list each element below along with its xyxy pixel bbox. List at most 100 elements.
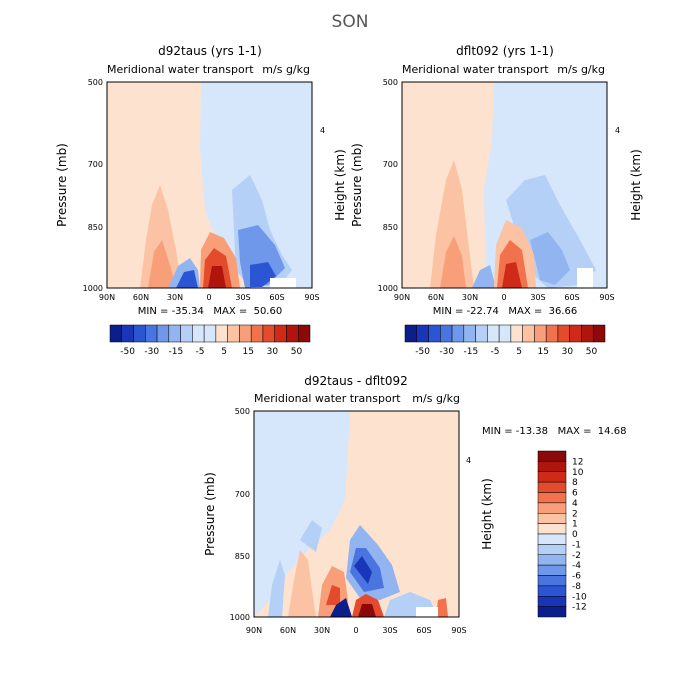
cb1-label: 30: [267, 347, 279, 357]
panel-2-ytick: 500: [383, 78, 398, 87]
cb2-swatch: [487, 324, 500, 343]
panel-1-orange-plume-inner: [148, 240, 176, 288]
panel-3-field: [254, 411, 459, 617]
panel-3-xtick: 30S: [382, 626, 397, 635]
cb2-swatch: [592, 324, 606, 343]
cb2-label: 30: [562, 347, 574, 357]
panel-2-xtick: 90N: [394, 293, 410, 302]
cb2-label: 50: [586, 347, 598, 357]
panel-1-red-lobe-core: [208, 266, 226, 288]
cb1-swatch: [133, 324, 146, 343]
cb1-swatch: [203, 324, 217, 343]
panel-2-xtick: 90S: [599, 293, 614, 302]
panel-1-ylabel: Pressure (mb): [55, 143, 69, 227]
panel-3-colorbar-label: 6: [572, 489, 578, 499]
panel-1-xtick: 30N: [167, 293, 183, 302]
panel-2-orange-plume-inner: [440, 236, 466, 288]
cb1-swatch: [239, 324, 252, 343]
panel-1-xtick: 0: [206, 293, 211, 302]
panel-3-ytick: 700: [235, 490, 250, 499]
panel-1-y2tick: 4: [320, 126, 325, 135]
panel-3-colorbar-swatch: [537, 481, 567, 493]
cb1-label: 5: [221, 347, 227, 357]
panel-3-title: d92taus - dflt092: [304, 374, 408, 388]
panel-1-frame: [106, 81, 313, 289]
panel-3-stats: MIN = -13.38 MAX = 14.68: [482, 426, 626, 437]
panel-1-ytick: 500: [88, 78, 103, 87]
panel-1-ytick: 850: [88, 223, 103, 232]
cb1-swatch: [121, 324, 134, 343]
cb2-swatch: [522, 324, 535, 343]
cb1-swatch: [168, 324, 181, 343]
cb1-label: -15: [169, 347, 184, 357]
cb2-swatch: [428, 324, 441, 343]
panel-2-blue-core: [530, 232, 570, 285]
panel-3-colorbar-swatch: [537, 533, 567, 545]
cb2-swatch: [510, 324, 523, 343]
panel-3-colorbar-swatch: [537, 502, 567, 514]
panel-2-units: m/s g/kg: [557, 63, 605, 76]
panel-2: dflt092 (yrs 1-1) Meridional water trans…: [350, 44, 643, 357]
panel-2-title: dflt092 (yrs 1-1): [456, 44, 554, 58]
panel-3-blue-wisp: [268, 560, 285, 617]
panel-2-xtick: 30S: [530, 293, 545, 302]
panel-1-ytick: 700: [88, 160, 103, 169]
panel-3-colorbar-label: 0: [572, 530, 578, 540]
panel-3-colorbar-swatch: [537, 585, 567, 597]
cb2-swatch: [475, 324, 488, 343]
panel-3-xtick: 30N: [314, 626, 330, 635]
cb2-label: -30: [439, 347, 454, 357]
panel-3-xtick: 60N: [280, 626, 296, 635]
panel-1-xtick: 60N: [133, 293, 149, 302]
cb1-label: 50: [291, 347, 303, 357]
panel-3-orange-plume: [288, 550, 316, 617]
cb2-swatch: [451, 324, 465, 343]
panel-3-ytick: 500: [235, 407, 250, 416]
panel-2-colorbar: -50 -30 -15 -5 5 15 30 50: [404, 324, 606, 357]
cb1-swatch: [286, 324, 299, 343]
cb1-swatch: [156, 324, 170, 343]
panel-1-field: [107, 82, 312, 288]
panel-2-ylabel: Pressure (mb): [350, 143, 364, 227]
cb2-label: -5: [491, 347, 500, 357]
cb2-swatch: [498, 324, 512, 343]
cb2-swatch: [463, 324, 476, 343]
panel-3-colorbar-label: -12: [572, 603, 587, 613]
panel-3-xtick: 90S: [451, 626, 466, 635]
cb1-label: 15: [243, 347, 254, 357]
panel-2-missing-patch: [577, 268, 593, 288]
panel-2-y2label: Height (km): [629, 149, 643, 220]
panel-3-colorbar-label: 1: [572, 520, 578, 530]
panel-3-colorbar-swatch: [537, 564, 567, 576]
panel-2-frame: [401, 81, 608, 289]
panel-3-colorbar-label: -2: [572, 551, 581, 561]
panel-3-colorbar-swatch: [537, 554, 567, 566]
panel-2-eq-blue: [472, 265, 496, 288]
panel-3-colorbar-label: 8: [572, 478, 578, 488]
cb2-swatch: [569, 324, 582, 343]
panel-3-units: m/s g/kg: [412, 392, 460, 405]
cb1-label: -30: [144, 347, 159, 357]
panel-3-colorbar-label: -10: [572, 592, 587, 602]
panel-3-colorbar-swatch: [537, 606, 567, 618]
panel-3-negative-region: [254, 411, 350, 617]
panel-3-colorbar-swatch: [537, 450, 567, 462]
panel-3-colorbar-label: 4: [572, 499, 578, 509]
panel-3-colorbar-label: -4: [572, 561, 581, 571]
panel-3-colorbar-label: -6: [572, 572, 581, 582]
panel-2-xtick: 60N: [428, 293, 444, 302]
panel-1-xtick: 90N: [99, 293, 115, 302]
panel-3-ytick: 850: [235, 552, 250, 561]
panel-3-xtick: 0: [353, 626, 358, 635]
cb2-swatch: [416, 324, 429, 343]
panel-3-ytick: 1000: [230, 613, 250, 622]
cb1-label: -50: [120, 347, 135, 357]
cb1-swatch: [227, 324, 240, 343]
cb1-swatch: [262, 324, 275, 343]
panel-1-subtitle: Meridional water transport: [107, 63, 254, 76]
panel-2-ytick: 1000: [378, 284, 398, 293]
panel-3-xtick: 90N: [246, 626, 262, 635]
panel-1-title: d92taus (yrs 1-1): [158, 44, 262, 58]
